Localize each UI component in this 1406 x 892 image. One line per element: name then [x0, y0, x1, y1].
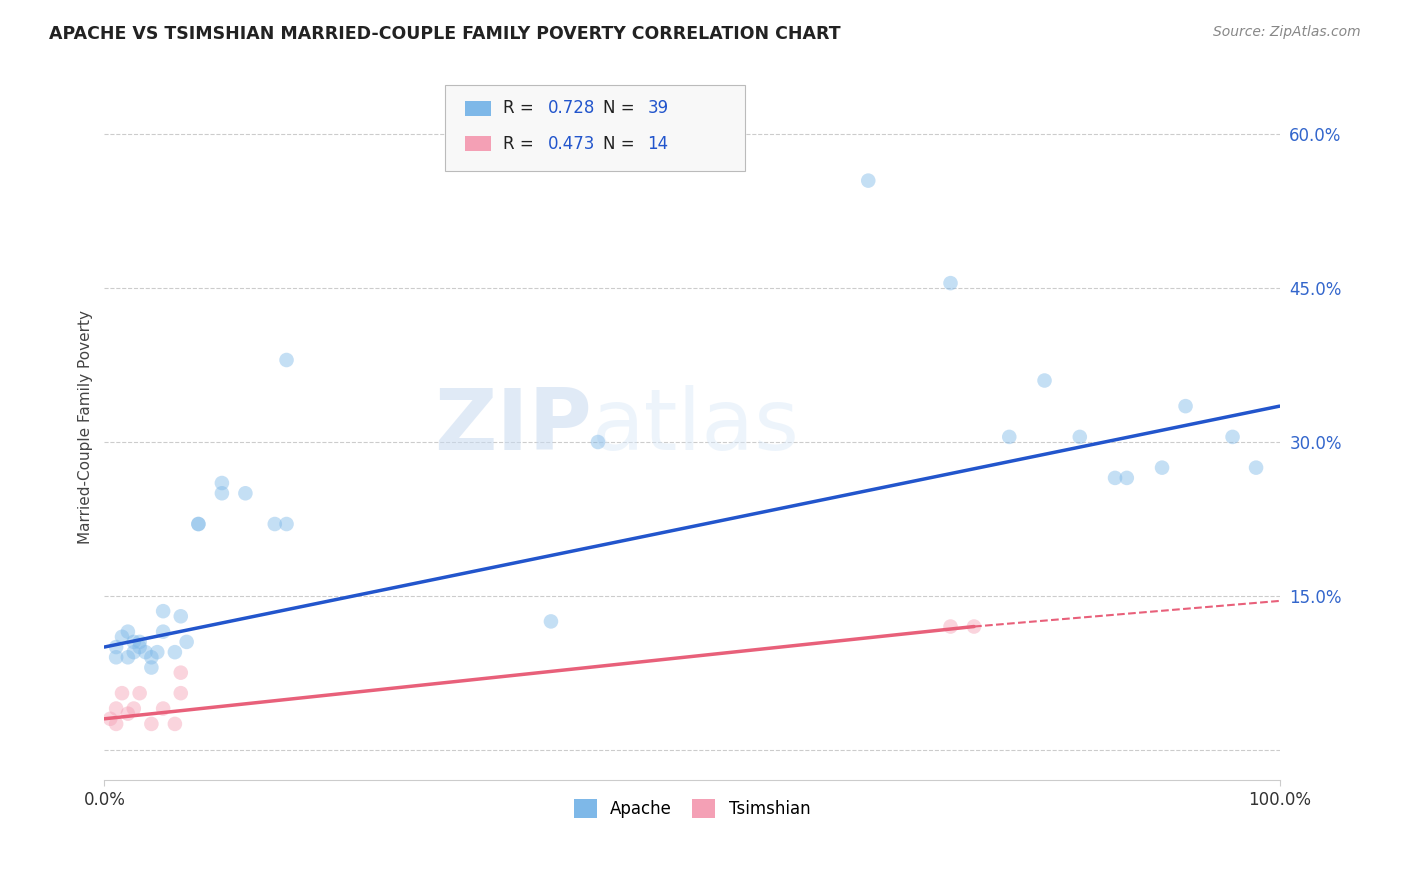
Point — [98, 712, 121, 726]
Point — [152, 624, 174, 639]
Point — [540, 615, 562, 629]
Point — [111, 686, 134, 700]
Point — [1150, 460, 1173, 475]
Point — [170, 686, 193, 700]
Point — [176, 635, 198, 649]
Text: Source: ZipAtlas.com: Source: ZipAtlas.com — [1213, 25, 1361, 39]
Text: ZIP: ZIP — [434, 385, 592, 468]
Point — [170, 665, 193, 680]
Point — [117, 624, 139, 639]
Point — [276, 516, 298, 531]
Point — [152, 604, 174, 618]
Point — [939, 276, 962, 290]
Point — [105, 717, 128, 731]
Text: APACHE VS TSIMSHIAN MARRIED-COUPLE FAMILY POVERTY CORRELATION CHART: APACHE VS TSIMSHIAN MARRIED-COUPLE FAMIL… — [49, 25, 841, 43]
Text: N =: N = — [603, 99, 640, 118]
Point — [939, 619, 962, 633]
Point — [128, 640, 150, 654]
Point — [141, 650, 163, 665]
Text: 0.728: 0.728 — [547, 99, 595, 118]
Point — [235, 486, 257, 500]
Point — [1222, 430, 1244, 444]
Point — [146, 645, 169, 659]
Text: R =: R = — [503, 99, 538, 118]
Point — [128, 635, 150, 649]
Text: N =: N = — [603, 135, 640, 153]
Y-axis label: Married-Couple Family Poverty: Married-Couple Family Poverty — [79, 310, 93, 543]
Point — [1244, 460, 1267, 475]
Point — [170, 609, 193, 624]
Point — [1033, 374, 1056, 388]
Text: 39: 39 — [647, 99, 668, 118]
Point — [122, 701, 145, 715]
FancyBboxPatch shape — [465, 101, 491, 116]
Point — [858, 173, 880, 187]
FancyBboxPatch shape — [446, 85, 745, 171]
Point — [122, 635, 145, 649]
Point — [211, 486, 233, 500]
Point — [211, 476, 233, 491]
Point — [141, 717, 163, 731]
Point — [586, 435, 609, 450]
FancyBboxPatch shape — [465, 136, 491, 152]
Point — [152, 701, 174, 715]
Point — [1104, 471, 1126, 485]
Point — [263, 516, 285, 531]
Point — [163, 645, 186, 659]
Point — [105, 701, 128, 715]
Point — [111, 630, 134, 644]
Text: R =: R = — [503, 135, 538, 153]
Point — [105, 640, 128, 654]
Point — [122, 645, 145, 659]
Point — [117, 650, 139, 665]
Point — [1115, 471, 1137, 485]
Point — [276, 353, 298, 368]
Point — [117, 706, 139, 721]
Text: 14: 14 — [647, 135, 668, 153]
Point — [1069, 430, 1091, 444]
Point — [187, 516, 209, 531]
Text: atlas: atlas — [592, 385, 800, 468]
Text: 0.473: 0.473 — [547, 135, 595, 153]
Point — [128, 686, 150, 700]
Point — [187, 516, 209, 531]
Point — [105, 650, 128, 665]
Point — [141, 660, 163, 674]
Point — [163, 717, 186, 731]
Legend: Apache, Tsimshian: Apache, Tsimshian — [567, 792, 817, 825]
Point — [1174, 399, 1197, 413]
Point — [963, 619, 986, 633]
Point — [998, 430, 1021, 444]
Point — [134, 645, 156, 659]
